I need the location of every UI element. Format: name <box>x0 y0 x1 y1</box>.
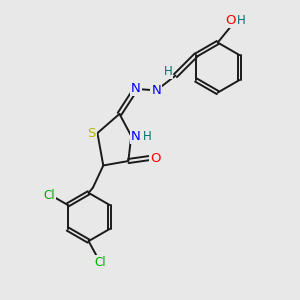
Text: H: H <box>164 65 172 78</box>
Text: Cl: Cl <box>44 189 55 202</box>
Text: O: O <box>226 14 236 27</box>
Text: H: H <box>143 130 152 142</box>
Text: N: N <box>131 130 141 142</box>
Text: S: S <box>87 127 96 140</box>
Text: Cl: Cl <box>94 256 106 269</box>
Text: N: N <box>152 84 161 97</box>
Text: N: N <box>131 82 141 95</box>
Text: H: H <box>237 14 246 27</box>
Text: O: O <box>150 152 161 165</box>
